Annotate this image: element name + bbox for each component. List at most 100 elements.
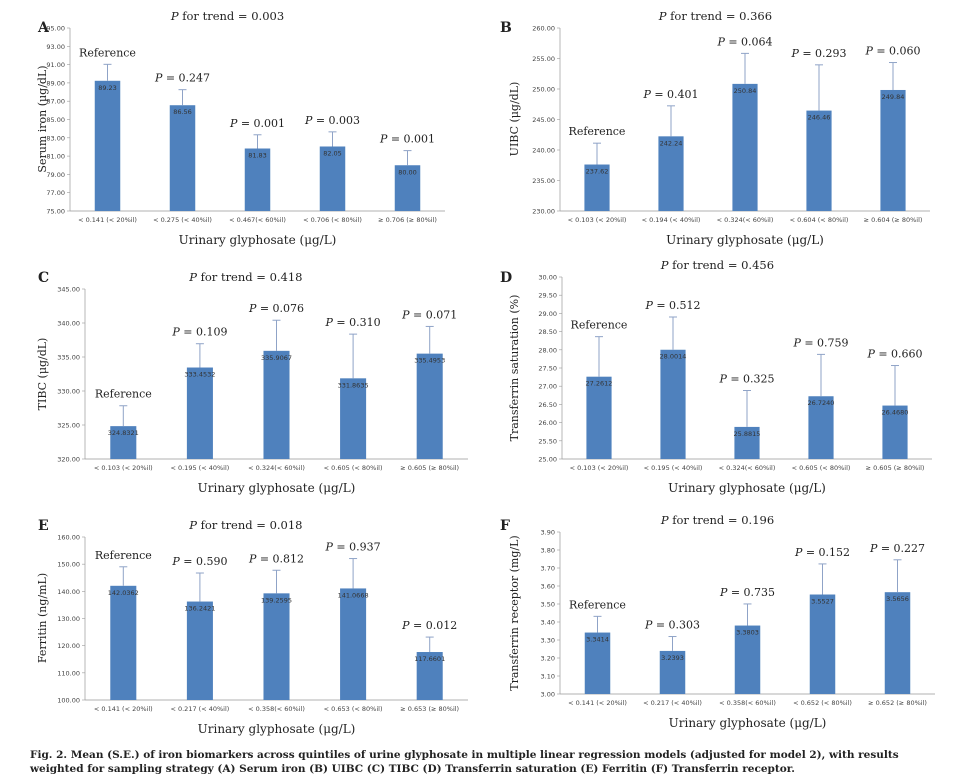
category-label: ≥ 0.604 (≥ 80%il) bbox=[864, 216, 923, 224]
p-value-annotation: P = 0.227 bbox=[869, 542, 925, 555]
trend-label: P for trend = 0.003 bbox=[170, 9, 284, 23]
y-tick-label: 81.00 bbox=[46, 153, 65, 161]
category-label: < 0.195 (< 40%il) bbox=[170, 464, 229, 472]
p-value-annotation: Reference bbox=[571, 319, 628, 332]
p-value-annotation: Reference bbox=[95, 388, 152, 401]
y-tick-label: 87.00 bbox=[46, 98, 65, 106]
value-label: 242.24 bbox=[660, 139, 683, 147]
y-axis-title: TIBC (μg/dL) bbox=[36, 338, 49, 411]
p-value-annotation: P = 0.759 bbox=[792, 336, 848, 349]
value-label: 3.3803 bbox=[736, 629, 759, 637]
y-tick-label: 325.00 bbox=[57, 422, 80, 430]
bar bbox=[263, 593, 290, 700]
panel-letter: C bbox=[38, 270, 49, 286]
trend-label: P for trend = 0.418 bbox=[188, 270, 302, 284]
p-value-annotation: P = 0.001 bbox=[229, 117, 285, 130]
p-value-annotation: P = 0.660 bbox=[866, 348, 922, 361]
category-label: < 0.706 (< 80%il) bbox=[303, 216, 362, 224]
value-label: 139.2595 bbox=[261, 596, 292, 604]
panel-letter: F bbox=[500, 518, 510, 534]
y-tick-label: 3.90 bbox=[541, 529, 555, 537]
category-label: ≥ 0.653 (≥ 80%il) bbox=[400, 705, 459, 713]
x-axis-title: Urinary glyphosate (μg/L) bbox=[179, 233, 337, 247]
category-label: < 0.217 (< 40%il) bbox=[643, 699, 702, 707]
p-value-annotation: P = 0.937 bbox=[325, 541, 381, 554]
value-label: 80.00 bbox=[398, 168, 417, 176]
panel-letter: A bbox=[37, 20, 50, 36]
y-tick-label: 29.50 bbox=[538, 292, 557, 300]
y-tick-label: 240.00 bbox=[532, 147, 555, 155]
p-value-annotation: P = 0.060 bbox=[864, 45, 920, 58]
p-value-annotation: P = 0.152 bbox=[794, 546, 850, 559]
y-tick-label: 320.00 bbox=[57, 456, 80, 464]
y-axis-title: Transferrin receptor (mg/L) bbox=[508, 535, 521, 690]
value-label: 25.8815 bbox=[734, 430, 761, 438]
y-tick-label: 27.50 bbox=[538, 365, 557, 373]
p-value-annotation: P = 0.401 bbox=[642, 88, 698, 101]
value-label: 324.8321 bbox=[108, 429, 139, 437]
bar bbox=[416, 353, 443, 459]
y-tick-label: 75.00 bbox=[46, 208, 65, 216]
p-value-annotation: P = 0.303 bbox=[644, 619, 700, 632]
category-label: ≥ 0.652 (≥ 80%il) bbox=[868, 699, 927, 707]
value-label: 89.23 bbox=[98, 84, 117, 92]
p-value-annotation: Reference bbox=[569, 598, 626, 611]
bar bbox=[659, 650, 686, 694]
bar bbox=[340, 588, 367, 700]
bar bbox=[169, 105, 196, 211]
bar bbox=[658, 136, 684, 211]
bar bbox=[809, 594, 836, 694]
y-tick-label: 250.00 bbox=[532, 86, 555, 94]
bar bbox=[806, 110, 832, 211]
p-value-annotation: P = 0.001 bbox=[379, 133, 435, 146]
y-tick-label: 260.00 bbox=[532, 25, 555, 33]
category-label: < 0.194 (< 40%il) bbox=[642, 216, 701, 224]
category-label: < 0.324(< 60%il) bbox=[719, 464, 776, 472]
y-tick-label: 255.00 bbox=[532, 55, 555, 63]
p-value-annotation: P = 0.247 bbox=[154, 72, 210, 85]
y-tick-label: 77.00 bbox=[46, 189, 65, 197]
p-value-annotation: P = 0.325 bbox=[718, 373, 774, 386]
bar bbox=[884, 592, 911, 694]
p-value-annotation: Reference bbox=[79, 46, 136, 59]
bar bbox=[584, 632, 611, 694]
bar bbox=[586, 376, 612, 459]
y-tick-label: 95.00 bbox=[46, 25, 65, 33]
value-label: 81.83 bbox=[248, 152, 267, 160]
value-label: 117.6601 bbox=[414, 655, 445, 663]
bar bbox=[660, 349, 686, 459]
value-label: 331.8635 bbox=[338, 381, 369, 389]
chart-panel-a: A P for trend = 0.003 75.00 77.00 79.00 81.00… bbox=[36, 9, 445, 247]
category-label: < 0.324(< 60%il) bbox=[248, 464, 305, 472]
value-label: 26.7240 bbox=[808, 399, 835, 407]
bar bbox=[584, 164, 610, 211]
y-tick-label: 335.00 bbox=[57, 354, 80, 362]
y-tick-label: 79.00 bbox=[46, 171, 65, 179]
category-label: ≥ 0.605 (≥ 80%il) bbox=[866, 464, 925, 472]
p-value-annotation: P = 0.735 bbox=[719, 586, 775, 599]
category-label: < 0.103 (< 20%il) bbox=[94, 464, 153, 472]
y-axis-title: Serum iron (μg/dL) bbox=[36, 65, 49, 172]
x-axis-title: Urinary glyphosate (μg/L) bbox=[669, 716, 827, 730]
y-tick-label: 28.50 bbox=[538, 328, 557, 336]
chart-panel-e: E P for trend = 0.018 100.00 110.00 120.00 13… bbox=[36, 518, 468, 736]
p-value-annotation: P = 0.293 bbox=[790, 47, 846, 60]
p-value-annotation: P = 0.310 bbox=[325, 316, 381, 329]
category-label: < 0.358(< 60%il) bbox=[248, 705, 305, 713]
y-tick-label: 120.00 bbox=[57, 642, 80, 650]
value-label: 86.56 bbox=[173, 108, 192, 116]
panel-letter: E bbox=[38, 518, 49, 534]
chart-panel-b: B P for trend = 0.366 230.00 235.00 240.00 24… bbox=[500, 9, 930, 247]
p-value-annotation: P = 0.812 bbox=[248, 552, 304, 565]
category-label: < 0.195 (< 40%il) bbox=[644, 464, 703, 472]
y-tick-label: 110.00 bbox=[57, 669, 80, 677]
bar bbox=[319, 146, 346, 211]
value-label: 136.2421 bbox=[184, 605, 215, 613]
x-axis-title: Urinary glyphosate (μg/L) bbox=[198, 722, 356, 736]
p-value-annotation: P = 0.064 bbox=[716, 35, 772, 48]
category-label: < 0.605 (< 80%il) bbox=[792, 464, 851, 472]
figure-caption: Fig. 2. Mean (S.E.) of iron biomarkers a… bbox=[30, 749, 899, 775]
trend-label: P for trend = 0.366 bbox=[658, 9, 772, 23]
category-label: < 0.604 (< 80%il) bbox=[790, 216, 849, 224]
y-tick-label: 28.00 bbox=[538, 346, 557, 354]
